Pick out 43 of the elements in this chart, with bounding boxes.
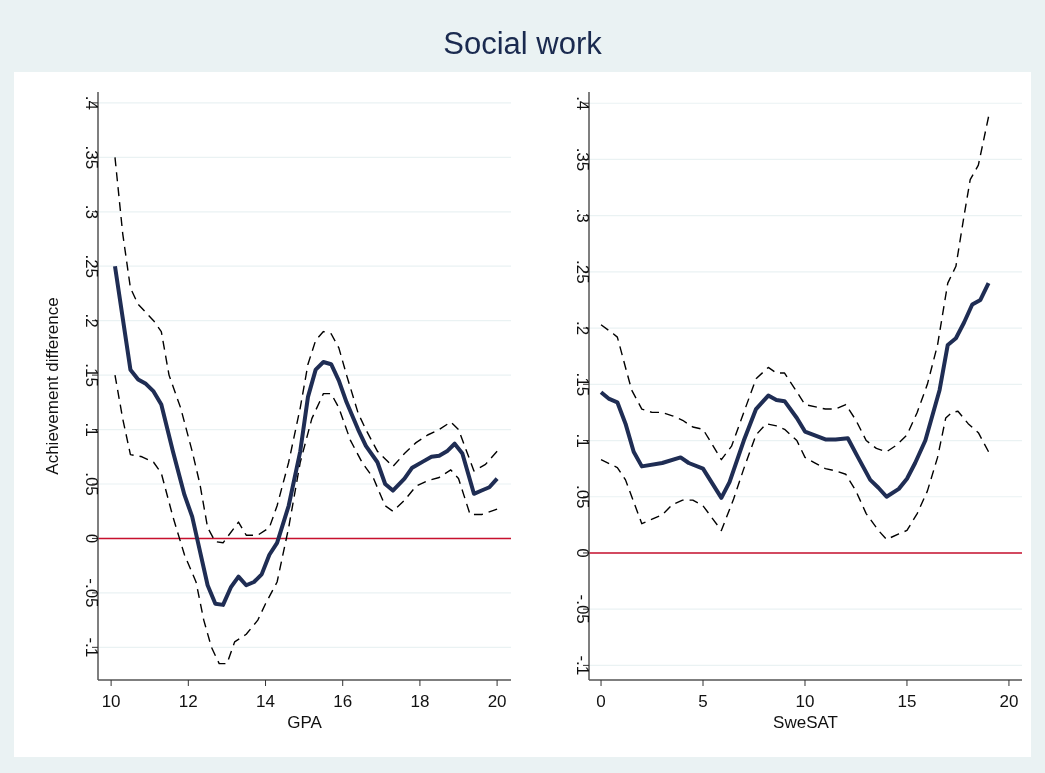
x-tick-label: 20 <box>487 692 507 711</box>
line-series <box>599 281 991 500</box>
x-axis-title: SweSAT <box>773 713 838 732</box>
y-axis-title: Achievement difference <box>43 297 62 475</box>
y-tick-label: .3 <box>573 208 592 223</box>
y-tick-label: .05 <box>82 472 101 496</box>
y-tick-label: .3 <box>82 204 101 219</box>
x-tick-label: 15 <box>897 692 917 711</box>
x-tick-label: 16 <box>333 692 353 711</box>
x-tick-label: 14 <box>256 692 275 711</box>
y-tick-label: .15 <box>573 372 592 397</box>
y-tick-label: .35 <box>82 145 101 170</box>
y-tick-label: -.05 <box>82 578 101 608</box>
y-tick-label: .4 <box>573 96 592 111</box>
x-tick-label: 12 <box>178 692 198 711</box>
y-tick-label: 0 <box>573 548 592 558</box>
y-tick-label: .1 <box>573 433 592 448</box>
y-tick-label: 0 <box>82 533 101 544</box>
y-tick-label: .15 <box>82 363 101 387</box>
x-tick-label: 18 <box>410 692 430 711</box>
x-tick-label: 10 <box>795 692 815 711</box>
y-tick-label: .25 <box>82 254 101 279</box>
y-tick-label: -.1 <box>82 637 101 658</box>
line-series <box>600 116 990 461</box>
line-series <box>114 374 498 665</box>
y-tick-label: .35 <box>573 147 592 172</box>
x-tick-label: 20 <box>999 692 1019 711</box>
y-tick-label: -.05 <box>573 594 592 624</box>
y-tick-label: .05 <box>573 484 592 509</box>
line-series <box>112 264 500 607</box>
chart-title: Social work <box>443 26 603 61</box>
y-tick-label: .1 <box>82 422 101 437</box>
x-tick-label: 10 <box>101 692 121 711</box>
y-tick-label: .2 <box>573 321 592 336</box>
line-series <box>114 156 498 544</box>
x-tick-label: 0 <box>596 692 606 711</box>
line-series <box>600 410 990 541</box>
x-tick-label: 5 <box>698 692 708 711</box>
y-tick-label: -.1 <box>573 655 592 676</box>
y-tick-label: .4 <box>82 95 101 110</box>
x-axis-title: GPA <box>287 713 323 732</box>
y-tick-label: .25 <box>573 260 592 284</box>
y-tick-label: .2 <box>82 313 101 328</box>
